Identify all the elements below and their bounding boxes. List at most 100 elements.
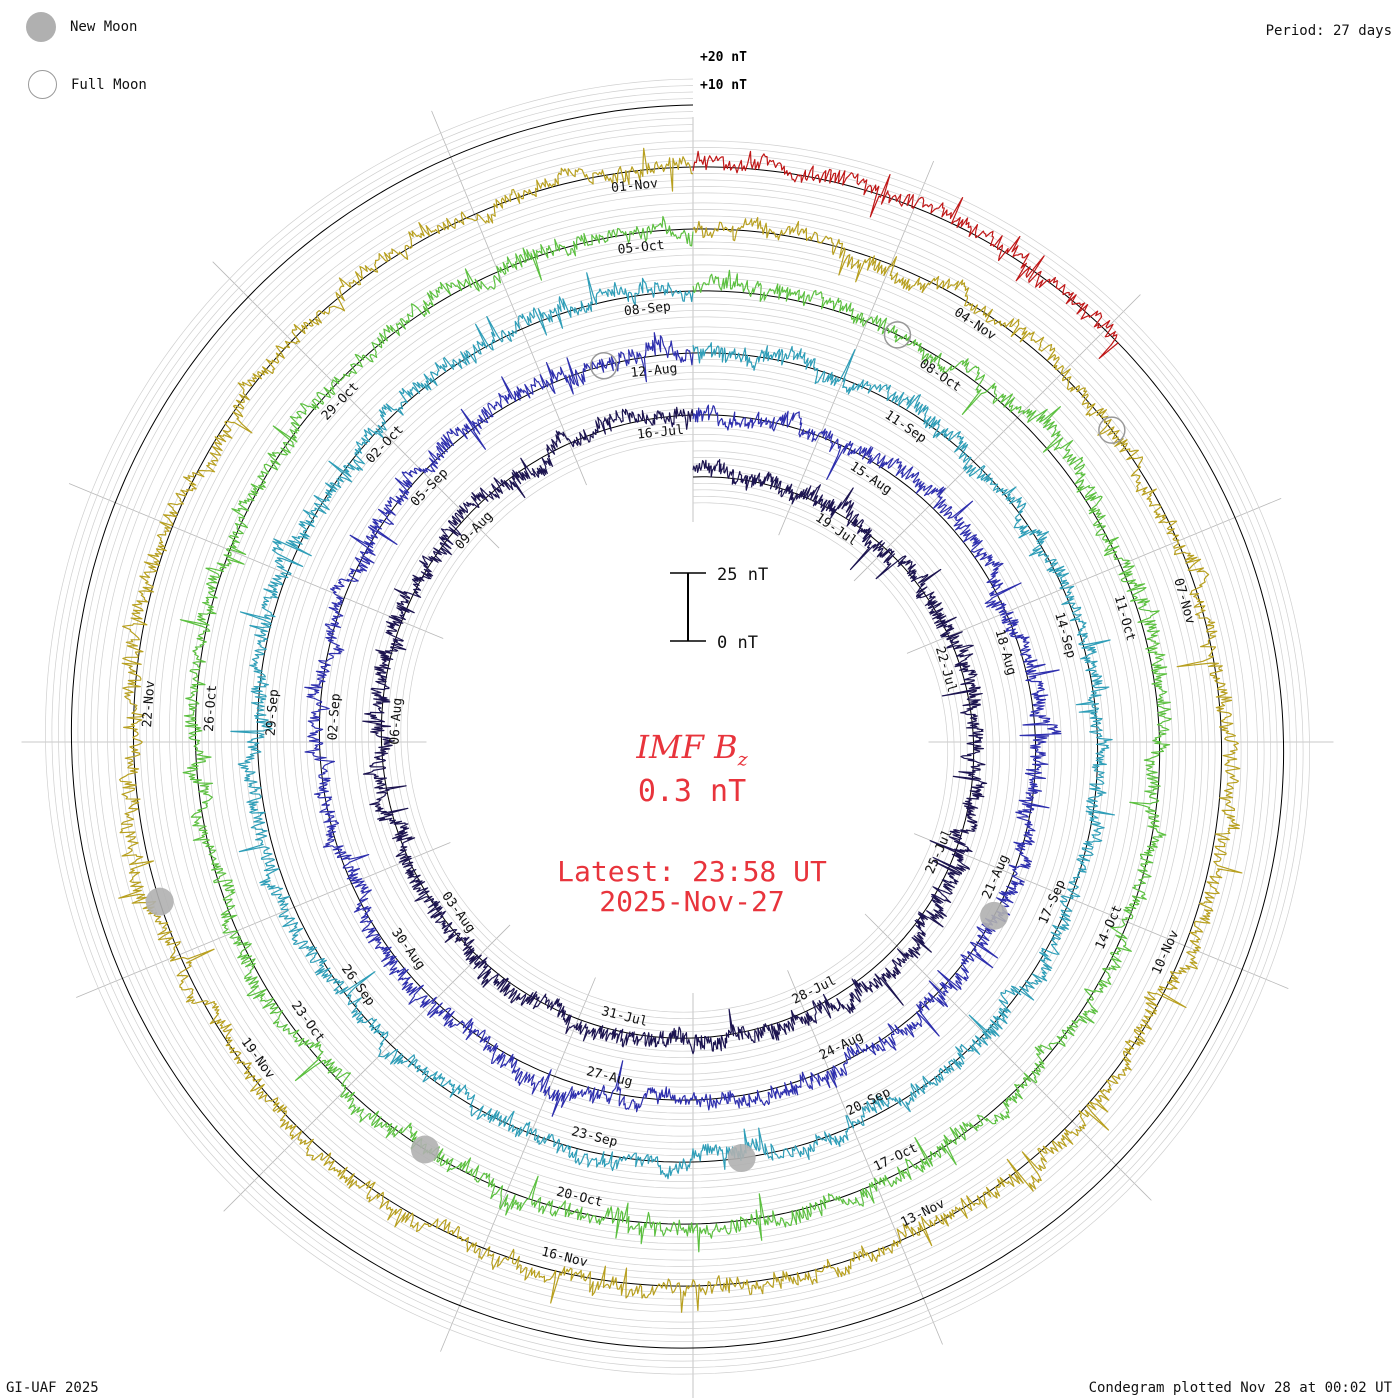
level-spiral [231, 264, 1124, 1189]
level-spiral [64, 98, 1291, 1355]
level-spiral [387, 421, 968, 1033]
date-label: 31-Jul [600, 1004, 649, 1030]
date-label: 08-Sep [623, 299, 671, 319]
date-label: 05-Oct [617, 238, 665, 258]
radial-gridline [212, 261, 500, 549]
date-label: 29-Sep [264, 688, 282, 736]
full-moon-icon [28, 70, 57, 99]
date-label: 24-Aug [817, 1029, 866, 1063]
chart-title: IMF Bz [0, 728, 1384, 770]
moon-marker-layer [145, 321, 1126, 1173]
radial-gridline [68, 483, 444, 639]
level-spiral [325, 359, 1030, 1094]
date-label: 22-Nov [140, 680, 158, 728]
date-label: 07-Nov [1170, 577, 1197, 626]
date-label: 23-Sep [570, 1124, 619, 1150]
plotted-label: Condegram plotted Nov 28 at 00:02 UT [1088, 1380, 1392, 1396]
ref-label-10: +10 nT [700, 78, 747, 93]
level-spiral [345, 378, 1011, 1075]
level-spiral [97, 130, 1258, 1323]
date-label: 20-Oct [555, 1185, 604, 1211]
level-spiral [312, 346, 1043, 1107]
new-moon-marker [980, 901, 1009, 930]
date-label: 17-Oct [871, 1141, 920, 1175]
level-spiral [182, 215, 1173, 1238]
level-spiral [159, 192, 1196, 1261]
series-ring-3 [230, 272, 1115, 1180]
radial-gridline [223, 924, 511, 1212]
level-spiral [201, 235, 1154, 1218]
radial-gridline [906, 498, 1282, 654]
radial-gridline [778, 160, 935, 536]
level-spiral [90, 124, 1265, 1329]
baseline-spiral [318, 352, 1037, 1101]
radial-gridline [853, 294, 1141, 582]
radial-gridline [440, 977, 596, 1352]
legend-full-moon-label: Full Moon [71, 76, 147, 93]
level-spiral [126, 160, 1229, 1293]
series-ring-1 [362, 406, 988, 1055]
baseline-spiral [70, 104, 1285, 1349]
level-spiral [51, 85, 1304, 1368]
ref-label-20: +20 nT [700, 50, 747, 65]
level-spiral [214, 248, 1141, 1205]
baseline-spiral [132, 166, 1223, 1287]
baseline-spiral [380, 414, 975, 1039]
date-label: 12-Aug [630, 361, 678, 381]
legend-new-moon-label: New Moon [70, 19, 138, 35]
new-moon-icon [26, 12, 56, 42]
date-label: 06-Aug [387, 697, 405, 745]
level-spiral [276, 310, 1079, 1143]
radial-gridline [431, 110, 587, 486]
series-ring-6 [692, 150, 1119, 359]
level-spiral [368, 401, 988, 1052]
legend-full-moon: Full Moon [28, 70, 147, 99]
date-label: 15-Aug [847, 459, 894, 498]
level-spiral [139, 173, 1216, 1280]
new-moon-marker [410, 1135, 439, 1164]
level-spiral [146, 179, 1209, 1274]
date-label: 10-Nov [1149, 928, 1182, 977]
level-spiral [152, 186, 1203, 1267]
date-label: 16-Jul [636, 423, 684, 443]
new-moon-marker [145, 887, 174, 916]
level-spiral [306, 339, 1049, 1114]
legend-new-moon: New Moon [26, 12, 137, 42]
current-value: 0.3 nT [637, 774, 747, 809]
level-spiral [400, 434, 955, 1020]
level-spiral [293, 326, 1062, 1127]
level-spiral [263, 297, 1092, 1156]
scale-bar: 25 nT 0 nT [670, 565, 768, 653]
level-spiral [237, 271, 1118, 1182]
level-spiral [113, 147, 1242, 1306]
radial-gridline [787, 970, 943, 1345]
level-spiral [77, 111, 1278, 1342]
series-ring-4 [179, 215, 1172, 1253]
level-spiral [221, 254, 1134, 1199]
date-label: 27-Aug [585, 1064, 634, 1090]
date-label: 02-Sep [326, 693, 344, 741]
radial-gridline [864, 913, 1152, 1201]
grid-layer [21, 78, 1334, 1398]
level-spiral [338, 372, 1017, 1081]
level-spiral [361, 395, 994, 1059]
date-label: 01-Nov [610, 176, 658, 196]
level-spiral [208, 241, 1147, 1212]
level-spiral [332, 365, 1023, 1088]
level-spiral [175, 209, 1180, 1244]
level-spiral [120, 153, 1235, 1300]
period-label: Period: 27 days [1265, 23, 1392, 39]
level-spiral [406, 440, 949, 1013]
scale-bar-bottom-label: 0 nT [717, 633, 758, 653]
latest-date: 2025-Nov-27 [599, 885, 785, 918]
latest-time: Latest: 23:58 UT [557, 855, 827, 888]
series-ring-5 [118, 147, 1243, 1313]
full-moon-marker [590, 351, 618, 380]
credit-label: GI-UAF 2025 [6, 1380, 99, 1396]
scale-bar-top-label: 25 nT [717, 565, 768, 585]
radial-gridline [76, 842, 451, 998]
level-spiral [45, 78, 1310, 1375]
radial-gridline [914, 833, 1289, 989]
level-spiral [58, 91, 1297, 1362]
